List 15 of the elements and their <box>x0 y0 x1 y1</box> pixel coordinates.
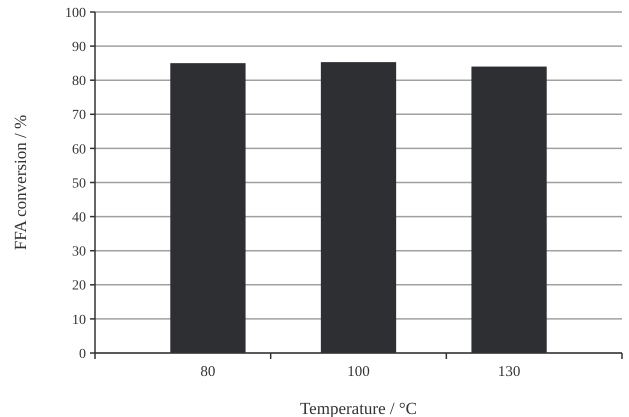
y-tick-label: 60 <box>72 142 86 158</box>
y-tick-label: 80 <box>72 74 86 90</box>
x-tick-label: 130 <box>498 364 520 380</box>
x-tick-label: 80 <box>200 364 216 380</box>
y-tick-label: 70 <box>72 108 86 124</box>
y-tick-label: 100 <box>65 6 86 21</box>
x-tick-label: 100 <box>347 364 370 380</box>
y-tick-label: 30 <box>72 244 86 260</box>
y-axis-title: FFA conversion / % <box>11 114 30 250</box>
y-tick-label: 10 <box>72 312 86 328</box>
y-tick-label: 90 <box>72 40 86 55</box>
y-tick-label: 0 <box>79 346 86 362</box>
y-tick-label: 20 <box>72 278 86 294</box>
y-tick-label: 40 <box>72 210 86 226</box>
y-tick-label: 50 <box>72 176 86 192</box>
